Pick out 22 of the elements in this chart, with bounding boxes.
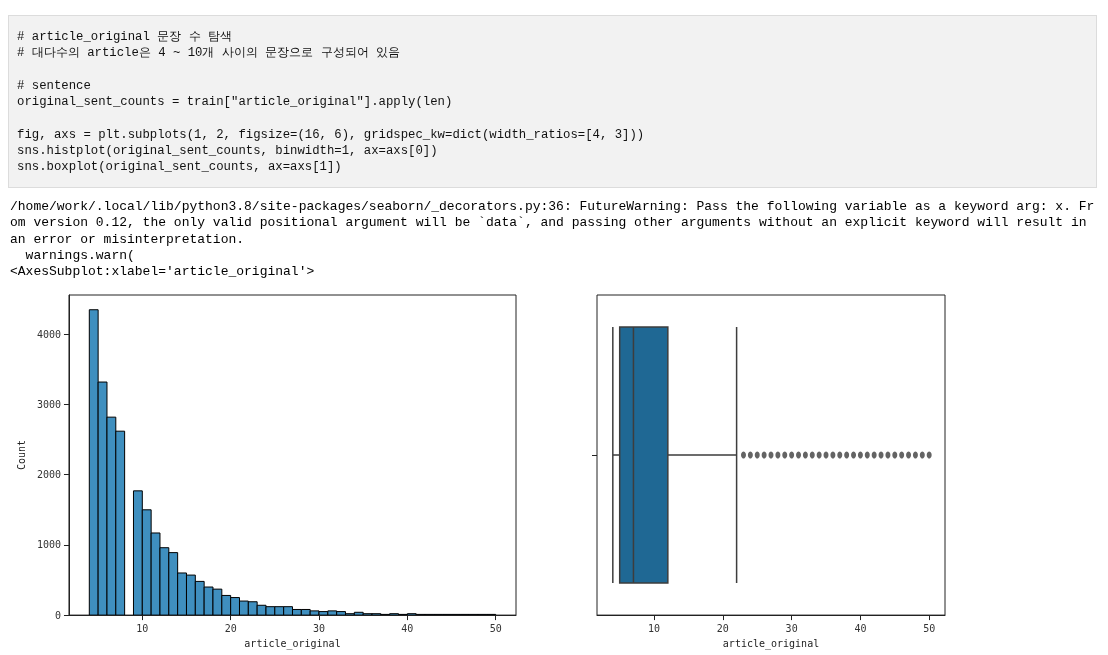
text: # article_original 문장 수 탐색 # 대다수의 article은 4 ~ 10개 사이의 문장으로 구성되어 있음 [17, 29, 401, 62]
y-tick-label: 4000 [36, 328, 61, 340]
x-tick-label: 40 [401, 622, 414, 634]
x-tick-label: 20 [224, 622, 237, 634]
y-tick-label: 1000 [36, 539, 61, 551]
x-tick-label: 20 [716, 622, 729, 634]
x-tick-label: 10 [648, 622, 661, 634]
x-axis-title: article_original [244, 637, 341, 650]
x-tick-label: 30 [785, 622, 798, 634]
text: # sentence original_sent_counts = train["article_original"].apply(len) [17, 77, 454, 111]
x-tick-label: 10 [136, 622, 149, 634]
y-tick-label: 3000 [36, 399, 61, 411]
x-tick-label: 40 [854, 622, 867, 634]
text: /home/work/.local/lib/python3.8/site-packages/seaborn/_decorators.py:36: FutureWarning: Pass the following variable as a keyword arg: x. Fr om version 0.12, the only valid positional argument will be `data`, and passing other arguments without an explicit keyword will result in an error or misinterpretation. warnings.warn( <AxesSubplot:xlabel='article_original'> [10, 199, 1096, 281]
x-tick-label: 50 [923, 622, 936, 634]
y-tick-label: 0 [54, 609, 61, 621]
x-tick-label: 50 [489, 622, 502, 634]
x-axis-title: article_original [722, 637, 820, 650]
text: fig, axs = plt.subplots(1, 2, figsize=(16, 6), gridspec_kw=dict(width_ratios=[4, 3])) sns.histplot(original_sent_counts, binwidth=1, ax=axs[0]) sns.boxplot(original_sent_counts, ax=axs[1]) [17, 126, 646, 176]
y-axis-title: Count [15, 440, 27, 471]
x-tick-label: 30 [312, 622, 326, 634]
y-tick-label: 2000 [36, 469, 61, 481]
